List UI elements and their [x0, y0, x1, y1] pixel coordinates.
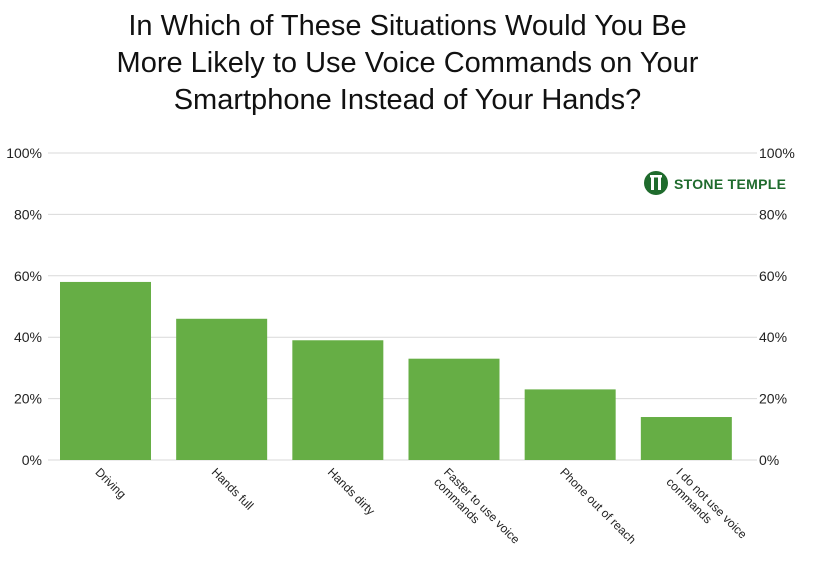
bars	[60, 281, 732, 460]
y-tick-label-right: 100%	[759, 145, 795, 161]
y-tick-label-right: 80%	[759, 206, 787, 222]
x-tick-label: Driving	[93, 465, 129, 501]
y-tick-label-left: 0%	[22, 452, 42, 468]
bar	[292, 340, 384, 460]
stone-temple-logo-icon	[644, 171, 668, 195]
logo-lintel	[650, 175, 662, 178]
bar	[640, 417, 732, 460]
chart-title-line-3: Smartphone Instead of Your Hands?	[173, 84, 642, 116]
y-tick-label-left: 60%	[14, 268, 42, 284]
logo-text: STONE TEMPLE	[674, 176, 786, 192]
y-tick-label-left: 80%	[14, 206, 42, 222]
y-axis-right: 0% 20% 40% 60% 80% 100%	[759, 145, 795, 468]
logo-pillar-right	[658, 177, 661, 190]
y-tick-label-right: 0%	[759, 452, 779, 468]
x-tick-label: Hands dirty	[325, 465, 378, 518]
x-tick-label-line: Phone out of reach	[557, 465, 639, 547]
y-tick-label-left: 40%	[14, 329, 42, 345]
bar	[524, 389, 616, 460]
logo-pillar-left	[651, 177, 654, 190]
y-tick-label-left: 100%	[6, 145, 42, 161]
x-tick-label-line: Hands dirty	[325, 465, 378, 518]
x-tick-label: Phone out of reach	[557, 465, 639, 547]
y-tick-label-right: 40%	[759, 329, 787, 345]
y-tick-label-left: 20%	[14, 391, 42, 407]
chart-title-line-1: In Which of These Situations Would You B…	[128, 10, 687, 42]
bar	[176, 318, 268, 460]
chart-title-line-2: More Likely to Use Voice Commands on You…	[116, 47, 699, 79]
x-tick-label-line: Hands full	[209, 465, 257, 513]
x-tick-label-line: Driving	[93, 465, 129, 501]
stone-temple-logo: STONE TEMPLE	[644, 171, 786, 195]
gridlines	[48, 152, 757, 461]
y-axis-left: 0% 20% 40% 60% 80% 100%	[6, 145, 42, 468]
x-axis-labels: Driving Hands full Hands dirty Faster to us…	[93, 465, 750, 547]
bar	[60, 281, 151, 460]
y-tick-label-right: 20%	[759, 391, 787, 407]
y-tick-label-right: 60%	[759, 268, 787, 284]
chart-title: In Which of These Situations Would You B…	[0, 8, 815, 119]
x-tick-label: Hands full	[209, 465, 257, 513]
bar	[408, 358, 500, 460]
